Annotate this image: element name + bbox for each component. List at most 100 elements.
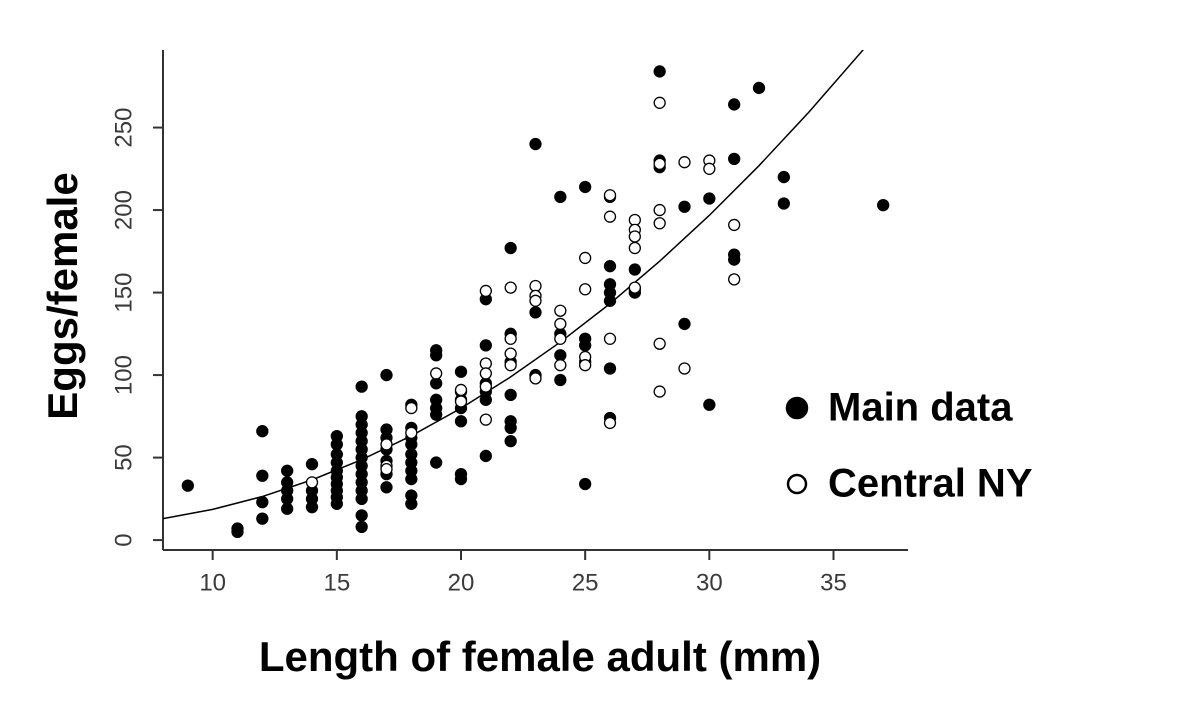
data-point	[579, 251, 592, 265]
data-point	[504, 359, 517, 372]
data-point	[678, 156, 691, 169]
data-point	[479, 413, 492, 426]
legend-marker	[785, 396, 809, 420]
data-point	[380, 438, 393, 451]
data-point	[628, 230, 641, 243]
data-point	[579, 180, 592, 194]
data-point	[877, 198, 890, 212]
plot-area	[163, 50, 890, 538]
data-point	[603, 416, 617, 430]
data-point	[529, 306, 542, 319]
data-point	[653, 385, 666, 398]
x-tick-label: 10	[199, 569, 226, 596]
data-point	[603, 294, 617, 307]
data-point	[305, 458, 319, 471]
data-point	[653, 217, 666, 230]
data-point	[454, 383, 468, 397]
x-axis-title: Length of female adult (mm)	[259, 633, 821, 680]
data-point	[554, 359, 567, 372]
data-point	[479, 339, 492, 352]
data-point	[529, 137, 542, 151]
data-point	[454, 365, 468, 378]
data-point	[579, 477, 592, 491]
data-point	[305, 500, 319, 514]
data-point	[305, 476, 319, 489]
data-point	[479, 393, 492, 406]
y-axis-title: Eggs/female	[39, 172, 86, 419]
data-point	[355, 509, 368, 522]
legend-label: Central NY	[828, 462, 1033, 506]
data-point	[405, 401, 418, 415]
data-point	[653, 337, 666, 350]
data-point	[579, 359, 592, 372]
data-point	[529, 294, 542, 307]
data-point	[752, 81, 766, 95]
y-tick-label: 200	[110, 190, 137, 230]
data-point	[355, 520, 368, 534]
data-point	[728, 152, 741, 166]
data-point	[678, 362, 691, 375]
data-point	[504, 332, 517, 345]
data-point	[777, 197, 790, 210]
y-tick-label: 250	[110, 108, 137, 148]
data-point	[579, 339, 592, 352]
data-point	[256, 512, 269, 525]
data-point	[430, 456, 443, 469]
data-point	[554, 317, 567, 331]
data-point	[430, 408, 443, 421]
data-point	[777, 170, 790, 184]
data-point	[678, 200, 691, 213]
data-point	[728, 98, 741, 111]
data-point	[554, 190, 567, 204]
data-point	[355, 492, 368, 505]
data-point	[504, 434, 517, 448]
x-tick-label: 35	[820, 569, 847, 596]
data-point	[529, 372, 542, 385]
y-tick-label: 0	[110, 533, 137, 546]
data-point	[479, 284, 492, 298]
data-point	[554, 373, 567, 387]
data-point	[703, 192, 716, 205]
data-point	[603, 189, 617, 202]
data-point	[628, 263, 641, 276]
data-point	[678, 317, 691, 331]
data-point	[231, 522, 244, 535]
y-tick-label: 150	[110, 273, 137, 313]
data-point	[703, 162, 716, 175]
data-point	[554, 332, 567, 345]
data-point	[330, 497, 343, 510]
data-point	[703, 398, 716, 411]
data-point	[256, 495, 269, 509]
data-point	[256, 425, 269, 438]
data-point	[256, 469, 269, 482]
x-tick-label: 20	[448, 569, 475, 596]
legend-label: Main data	[828, 386, 1013, 430]
data-point	[504, 421, 517, 435]
data-point	[454, 472, 468, 486]
data-point	[405, 497, 418, 510]
data-point	[430, 367, 443, 380]
x-tick-label: 30	[696, 569, 723, 596]
data-point	[653, 65, 666, 78]
y-tick-label: 50	[110, 444, 137, 471]
data-point	[504, 388, 517, 402]
data-point	[380, 462, 393, 476]
data-point	[653, 96, 666, 109]
data-point	[479, 380, 492, 393]
data-point	[603, 362, 617, 375]
data-point	[454, 415, 468, 428]
data-point	[504, 347, 517, 360]
data-point	[380, 368, 393, 382]
data-point	[728, 218, 741, 232]
data-point	[728, 253, 741, 266]
data-point	[603, 332, 617, 345]
data-point	[479, 449, 492, 463]
data-point	[355, 380, 368, 393]
data-point	[405, 426, 418, 439]
data-point	[430, 349, 443, 362]
data-point	[628, 281, 641, 294]
data-point	[603, 260, 617, 273]
data-point	[454, 395, 468, 408]
data-point	[728, 273, 741, 286]
